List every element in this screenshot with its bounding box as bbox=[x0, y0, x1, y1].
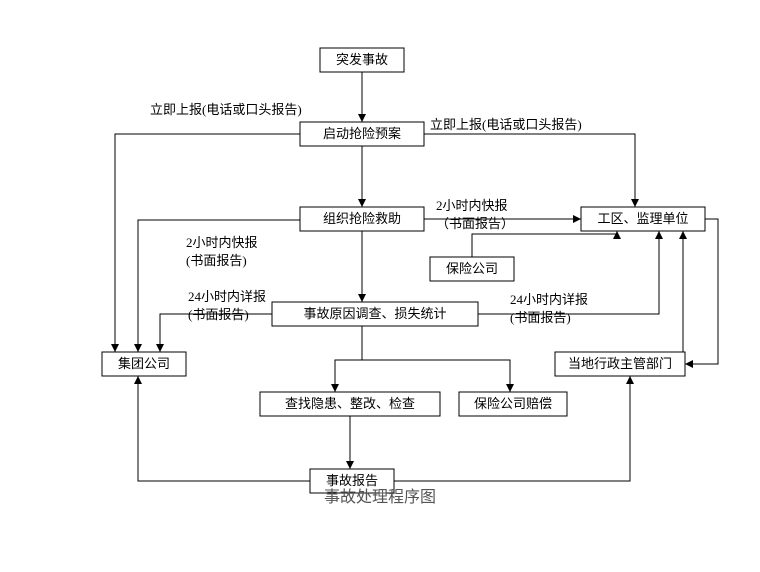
node-n3: 组织抢险救助 bbox=[300, 207, 424, 231]
node-label: 事故报告 bbox=[326, 473, 378, 488]
node-n2: 启动抢险预案 bbox=[300, 122, 424, 146]
node-n9: 当地行政主管部门 bbox=[555, 352, 685, 376]
edge-label-eL4a: 24小时内详报 bbox=[188, 289, 266, 304]
node-label: 组织抢险救助 bbox=[323, 211, 401, 226]
edge bbox=[424, 134, 635, 207]
node-label: 查找隐患、整改、检查 bbox=[285, 396, 415, 411]
node-label: 启动抢险预案 bbox=[323, 126, 401, 141]
node-label: 集团公司 bbox=[118, 356, 170, 371]
edge-label-eL3b: (书面报告) bbox=[186, 253, 247, 268]
node-label: 当地行政主管部门 bbox=[568, 356, 672, 371]
edge-label-eL2: 立即上报(电话或口头报告) bbox=[430, 117, 582, 132]
flowchart-canvas: 突发事故启动抢险预案组织抢险救助事故原因调查、损失统计 保险公司 工区、监理单位保险… bbox=[0, 0, 760, 572]
node-n1: 突发事故 bbox=[320, 48, 404, 72]
node-label: 保险公司 bbox=[446, 261, 498, 276]
edge bbox=[362, 360, 510, 392]
node-n7: 保险公司赔偿 bbox=[459, 392, 567, 416]
node-n8: 查找隐患、整改、检查 bbox=[260, 392, 440, 416]
edge-label-eL5a: 2小时内快报 bbox=[436, 198, 508, 213]
node-n10: 集团公司 bbox=[102, 352, 186, 376]
edge bbox=[335, 360, 362, 392]
edge-label-eL5b: （书面报告） bbox=[436, 216, 514, 231]
edge-label-eL6a: 24小时内详报 bbox=[510, 292, 588, 307]
node-label: 事故原因调查、损失统计 bbox=[303, 306, 446, 321]
edge bbox=[472, 231, 617, 257]
node-label: 突发事故 bbox=[336, 52, 388, 67]
node-n6: 工区、监理单位 bbox=[581, 207, 705, 231]
node-label: 工区、监理单位 bbox=[597, 211, 688, 226]
node-n5: 保险公司 bbox=[430, 257, 514, 281]
edge bbox=[685, 219, 718, 364]
edge-label-eL6b: (书面报告) bbox=[510, 310, 571, 325]
edge-label-eL4b: (书面报告) bbox=[188, 307, 249, 322]
edge-label-eL1: 立即上报(电话或口头报告) bbox=[150, 102, 302, 117]
node-label: 保险公司赔偿 bbox=[474, 396, 552, 411]
edge-label-eL3a: 2小时内快报 bbox=[186, 235, 258, 250]
node-n4: 事故原因调查、损失统计 bbox=[272, 302, 478, 326]
diagram-title: 事故处理程序图 bbox=[324, 488, 436, 506]
